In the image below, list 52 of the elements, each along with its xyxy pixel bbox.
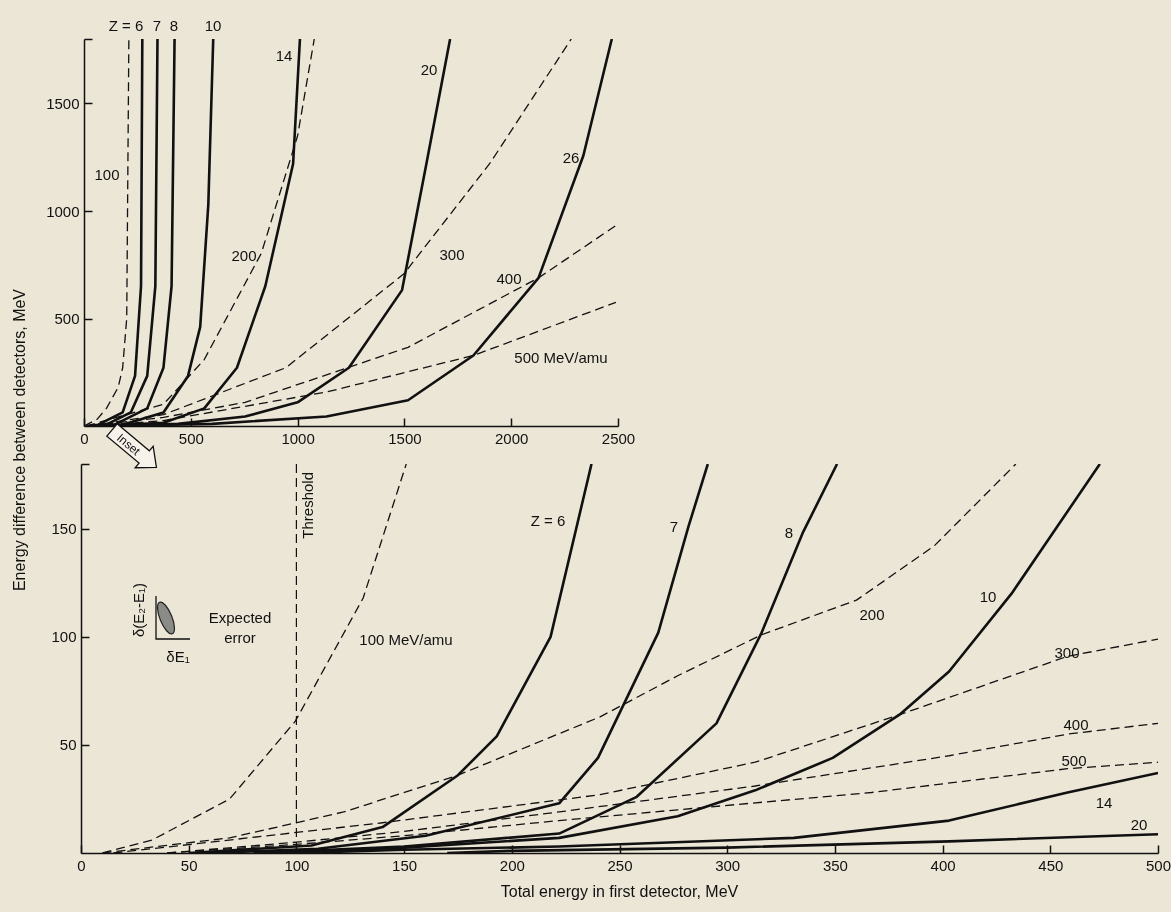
y-tick-label: 150: [51, 520, 77, 538]
x-tick-label: 150: [392, 856, 418, 874]
annotation: 500: [1061, 751, 1087, 769]
text: 7: [152, 16, 162, 34]
annotation: 300: [1054, 643, 1080, 661]
y-tick-label: 500: [54, 310, 80, 327]
annotation: 400: [496, 269, 522, 287]
x-tick-label: 500: [1145, 856, 1171, 874]
x-tick-label: 1000: [281, 429, 315, 447]
x-tick-label: 400: [930, 856, 956, 874]
x-tick-label: 250: [607, 856, 633, 874]
annotation: 500 MeV/amu: [514, 348, 608, 366]
annotation: 10: [979, 587, 997, 605]
annotation: 200: [859, 605, 885, 623]
y-tick-label: 50: [59, 736, 77, 754]
x-tick-label: 0: [80, 429, 89, 447]
annotation: Z = 6: [530, 511, 566, 529]
x-tick-label: 0: [77, 856, 86, 874]
x-tick-label: 500: [178, 429, 204, 447]
annotation: Expected error: [207, 608, 273, 648]
y-tick-label: 100: [51, 628, 77, 646]
x-tick-label: 1500: [388, 429, 422, 447]
x-tick-label: 350: [822, 856, 848, 874]
x-tick-label: 100: [284, 856, 310, 874]
annotation: δE₁: [166, 647, 190, 665]
y-tick-label: 1000: [46, 202, 80, 220]
annotation: 100 MeV/amu: [359, 630, 453, 648]
y-axis-title: Energy difference between detectors, MeV: [11, 288, 29, 592]
text: 8: [169, 16, 179, 34]
annotation: 26: [562, 148, 580, 166]
x-tick-label: 2000: [495, 429, 529, 447]
x-axis-title: Total energy in first detector, MeV: [500, 883, 739, 901]
annotation: 100: [94, 165, 120, 183]
x-tick-label: 200: [499, 856, 525, 874]
annotation: 8: [784, 523, 794, 541]
annotation: 20: [420, 60, 438, 78]
y-tick-label: 1500: [46, 95, 80, 112]
text: 10: [204, 16, 222, 34]
annotation: 400: [1063, 715, 1089, 733]
annotation: 14: [1095, 793, 1113, 811]
annotation: 20: [1130, 815, 1148, 833]
text: Z = 6: [108, 16, 144, 34]
x-tick-label: 50: [180, 856, 198, 874]
x-tick-label: 2500: [601, 429, 636, 447]
x-tick-label: 300: [715, 856, 741, 874]
annotation: 7: [669, 517, 679, 535]
x-tick-label: 450: [1038, 856, 1064, 874]
annotation: 14: [275, 46, 293, 64]
ref-line-label: Threshold: [299, 472, 317, 539]
annotation: δ(E₂-E₁): [129, 582, 147, 638]
annotation: 300: [439, 245, 465, 263]
annotation: 200: [231, 246, 257, 264]
